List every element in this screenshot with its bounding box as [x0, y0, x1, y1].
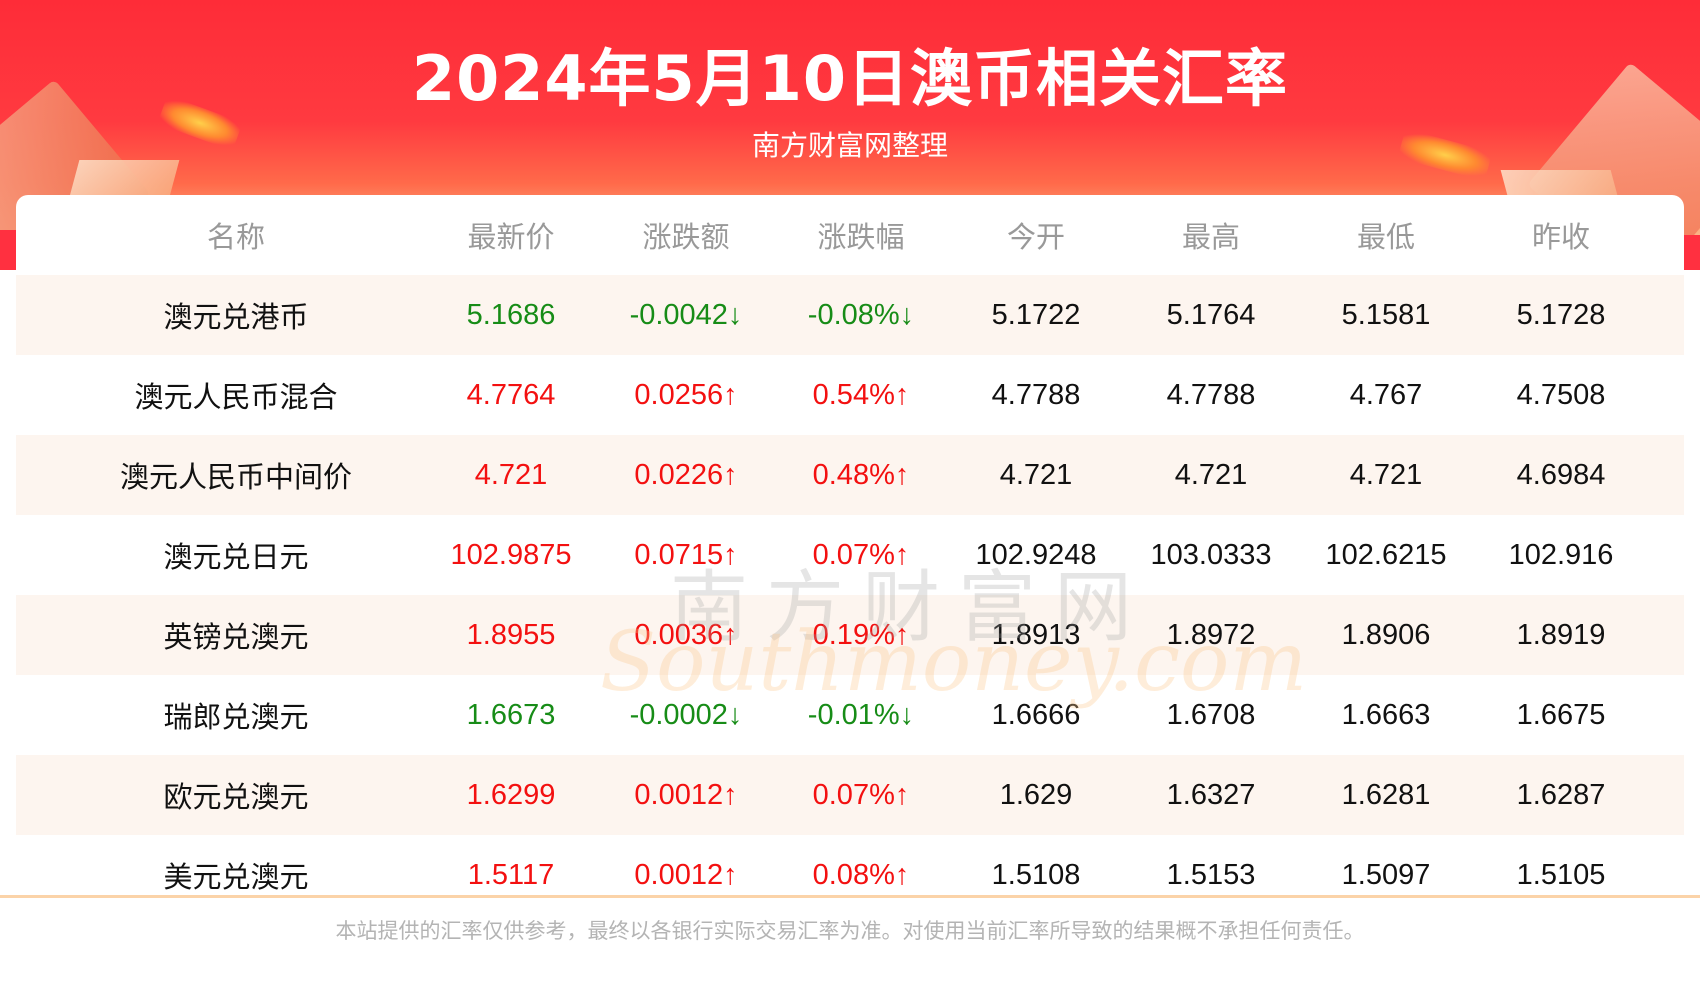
latest-price: 4.7764	[466, 378, 556, 411]
table-row: 澳元人民币中间价 4.721 0.0226↑ 0.48%↑ 4.721 4.72…	[16, 435, 1684, 515]
high-price: 1.6708	[1166, 698, 1256, 731]
currency-pair-name: 欧元兑澳元	[163, 780, 309, 814]
footer-divider	[0, 895, 1700, 898]
high-price: 1.8972	[1166, 618, 1256, 651]
low-price: 5.1581	[1341, 298, 1431, 331]
latest-price: 4.721	[474, 458, 548, 491]
table-row: 瑞郎兑澳元 1.6673 -0.0002↓ -0.01%↓ 1.6666 1.6…	[16, 675, 1684, 755]
table-row: 英镑兑澳元 1.8955 0.0036↑ 0.19%↑ 1.8913 1.897…	[16, 595, 1684, 675]
table-header: 名称 最新价 涨跌额 涨跌幅 今开 最高 最低 昨收	[16, 195, 1684, 275]
column-header-open: 今开	[1006, 220, 1065, 254]
latest-price: 1.8955	[466, 618, 556, 651]
open-price: 1.8913	[991, 618, 1081, 651]
change-amount: 0.0012↑	[634, 778, 738, 811]
open-price: 4.7788	[991, 378, 1081, 411]
latest-price: 1.6299	[466, 778, 556, 811]
latest-price: 1.6673	[466, 698, 556, 731]
latest-price: 1.5117	[467, 858, 555, 891]
high-price: 1.5153	[1166, 858, 1256, 891]
low-price: 102.6215	[1325, 538, 1447, 571]
currency-pair-name: 澳元兑日元	[163, 540, 309, 574]
latest-price: 5.1686	[466, 298, 556, 331]
open-price: 1.629	[999, 778, 1073, 811]
high-price: 4.721	[1174, 458, 1248, 491]
column-header-low: 最低	[1356, 220, 1415, 254]
change-amount: 0.0715↑	[634, 538, 738, 571]
decorative-ribbon	[1680, 235, 1700, 270]
change-percent: 0.48%↑	[812, 458, 910, 491]
prev-close-price: 4.7508	[1516, 378, 1606, 411]
change-percent: -0.08%↓	[807, 298, 915, 331]
currency-pair-name: 澳元人民币混合	[134, 380, 338, 414]
column-header-latest: 最新价	[467, 220, 555, 254]
low-price: 1.5097	[1341, 858, 1431, 891]
change-amount: -0.0042↓	[629, 298, 743, 331]
prev-close-price: 1.6675	[1516, 698, 1606, 731]
low-price: 1.6281	[1341, 778, 1431, 811]
open-price: 1.6666	[991, 698, 1081, 731]
prev-close-price: 1.8919	[1516, 618, 1606, 651]
open-price: 5.1722	[991, 298, 1081, 331]
change-percent: 0.07%↑	[812, 778, 910, 811]
page-subtitle: 南方财富网整理	[751, 129, 948, 162]
currency-pair-name: 澳元兑港币	[163, 300, 309, 334]
high-price: 103.0333	[1150, 538, 1272, 571]
high-price: 4.7788	[1166, 378, 1256, 411]
low-price: 4.767	[1349, 378, 1423, 411]
change-amount: -0.0002↓	[629, 698, 743, 731]
high-price: 1.6327	[1166, 778, 1256, 811]
low-price: 4.721	[1349, 458, 1423, 491]
open-price: 102.9248	[975, 538, 1097, 571]
change-percent: 0.07%↑	[812, 538, 910, 571]
open-price: 4.721	[999, 458, 1073, 491]
currency-pair-name: 瑞郎兑澳元	[163, 700, 309, 734]
high-price: 5.1764	[1166, 298, 1256, 331]
prev-close-price: 102.916	[1508, 538, 1614, 571]
change-percent: 0.54%↑	[812, 378, 910, 411]
currency-pair-name: 英镑兑澳元	[163, 620, 309, 654]
change-percent: 0.19%↑	[812, 618, 910, 651]
table-row: 欧元兑澳元 1.6299 0.0012↑ 0.07%↑ 1.629 1.6327…	[16, 755, 1684, 835]
currency-pair-name: 美元兑澳元	[163, 860, 309, 894]
change-percent: 0.08%↑	[812, 858, 910, 891]
table-row: 美元兑澳元 1.5117 0.0012↑ 0.08%↑ 1.5108 1.515…	[16, 835, 1684, 915]
currency-pair-name: 澳元人民币中间价	[119, 460, 352, 494]
prev-close-price: 1.6287	[1516, 778, 1606, 811]
column-header-prev-close: 昨收	[1531, 220, 1590, 254]
column-header-change-pct: 涨跌幅	[817, 220, 905, 254]
column-header-high: 最高	[1181, 220, 1240, 254]
latest-price: 102.9875	[450, 538, 572, 571]
change-amount: 0.0226↑	[634, 458, 738, 491]
table-row: 澳元兑日元 102.9875 0.0715↑ 0.07%↑ 102.9248 1…	[16, 515, 1684, 595]
open-price: 1.5108	[991, 858, 1081, 891]
change-amount: 0.0012↑	[634, 858, 738, 891]
prev-close-price: 4.6984	[1516, 458, 1606, 491]
table-row: 澳元人民币混合 4.7764 0.0256↑ 0.54%↑ 4.7788 4.7…	[16, 355, 1684, 435]
change-amount: 0.0036↑	[634, 618, 738, 651]
low-price: 1.6663	[1341, 698, 1431, 731]
change-percent: -0.01%↓	[807, 698, 915, 731]
disclaimer-text: 本站提供的汇率仅供参考，最终以各银行实际交易汇率为准。对使用当前汇率所导致的结果…	[335, 919, 1365, 943]
column-header-name: 名称	[206, 220, 265, 254]
low-price: 1.8906	[1341, 618, 1431, 651]
table-row: 澳元兑港币 5.1686 -0.0042↓ -0.08%↓ 5.1722 5.1…	[16, 275, 1684, 355]
prev-close-price: 5.1728	[1516, 298, 1606, 331]
exchange-rate-table: 名称 最新价 涨跌额 涨跌幅 今开 最高 最低 昨收 澳元兑港币 5.1686 …	[16, 195, 1684, 923]
column-header-change: 涨跌额	[642, 220, 730, 254]
page-title: 2024年5月10日澳币相关汇率	[412, 42, 1288, 115]
prev-close-price: 1.5105	[1516, 858, 1606, 891]
change-amount: 0.0256↑	[634, 378, 738, 411]
